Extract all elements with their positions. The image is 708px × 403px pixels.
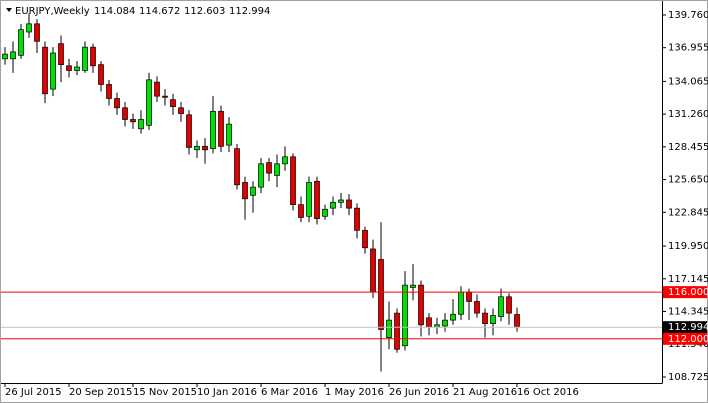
candle-body <box>418 284 424 326</box>
candle-body <box>66 65 72 71</box>
candle-body <box>330 201 336 209</box>
y-tick-label: 122.845 <box>668 207 708 218</box>
candle-body <box>394 312 400 350</box>
candle-body <box>274 163 280 176</box>
level-label-box <box>663 332 707 345</box>
chart-title: EURJPY,Weekly <box>15 6 90 17</box>
candle-body <box>58 43 64 66</box>
y-tick-label: 117.145 <box>668 274 708 285</box>
candle-body <box>474 301 480 314</box>
candle-body <box>314 180 320 219</box>
candle-body <box>74 66 80 71</box>
candle-body <box>378 259 384 330</box>
x-tick-label: 26 Jul 2015 <box>5 387 62 398</box>
candle-body <box>450 313 456 321</box>
candle-body <box>194 145 200 151</box>
candle-body <box>490 315 496 324</box>
candle-body <box>250 186 256 196</box>
y-tick-label: 134.065 <box>668 76 708 87</box>
header-icon <box>6 8 12 12</box>
candle-body <box>458 291 464 315</box>
candle-body <box>410 284 416 288</box>
candle-body <box>266 162 272 174</box>
bid-label: 112.994 <box>668 322 708 333</box>
candle-body <box>442 319 448 327</box>
candle-body <box>98 64 104 85</box>
candle-body <box>50 52 56 90</box>
candle-body <box>42 46 48 95</box>
candle-body <box>466 291 472 302</box>
candle-body <box>146 79 152 126</box>
candle-body <box>130 119 136 123</box>
candle-body <box>18 29 24 56</box>
candle-body <box>34 23 40 42</box>
y-tick-label: 136.955 <box>668 43 708 54</box>
candle-body <box>322 208 328 217</box>
x-tick-label: 6 Mar 2016 <box>261 387 318 398</box>
candle-body <box>186 114 192 148</box>
header-high: 114.672 <box>139 6 180 17</box>
candle-body <box>306 182 312 217</box>
candle-body <box>170 99 176 108</box>
candle-body <box>114 98 120 109</box>
candle-body <box>282 156 288 165</box>
candle-body <box>298 204 304 218</box>
x-tick-label: 26 Jun 2016 <box>389 387 449 398</box>
y-tick-label: 139.760 <box>668 10 708 21</box>
y-tick-label: 125.650 <box>668 175 708 186</box>
candle-body <box>370 248 376 293</box>
candle-body <box>258 163 264 188</box>
x-tick-label: 20 Sep 2015 <box>69 387 132 398</box>
candle-body <box>10 51 16 60</box>
candle-body <box>82 46 88 71</box>
header-low: 112.603 <box>184 6 225 17</box>
x-tick-label: 1 May 2016 <box>325 387 384 398</box>
header: EURJPY,Weekly 114.084 114.672 112.603 11… <box>6 6 270 17</box>
header-close: 112.994 <box>229 6 270 17</box>
level-label: 112.000 <box>668 334 708 345</box>
header-open: 114.084 <box>94 6 135 17</box>
bid-label-box <box>663 321 707 334</box>
candle-body <box>218 110 224 147</box>
candle-body <box>234 148 240 186</box>
candle-body <box>162 95 168 98</box>
candle-body <box>426 317 432 328</box>
candle-body <box>106 84 112 99</box>
candle-body <box>122 107 128 120</box>
candle-body <box>210 110 216 149</box>
candle-body <box>338 199 344 203</box>
candle-body <box>202 145 208 151</box>
y-tick-label: 119.950 <box>668 241 708 252</box>
y-tick-label: 128.455 <box>668 142 708 153</box>
candle-body <box>138 119 144 130</box>
candle-body <box>402 284 408 347</box>
candle-body <box>482 312 488 324</box>
level-label-box <box>663 286 707 299</box>
y-tick-label: 108.725 <box>668 372 708 383</box>
level-label: 116.000 <box>668 287 708 298</box>
candle-body <box>178 107 184 115</box>
candle-body <box>346 199 352 209</box>
candle-body <box>362 229 368 249</box>
candle-body <box>514 314 520 328</box>
candle-body <box>290 156 296 205</box>
x-tick-label: 21 Aug 2016 <box>453 387 517 398</box>
candle-body <box>386 319 392 338</box>
x-tick-label: 15 Nov 2015 <box>133 387 197 398</box>
candle-body <box>154 81 160 97</box>
candle-body <box>26 23 32 33</box>
candle-body <box>498 296 504 317</box>
x-tick-label: 10 Jan 2016 <box>197 387 257 398</box>
candle-body <box>354 207 360 231</box>
candle-body <box>242 182 248 200</box>
y-tick-label: 131.260 <box>668 109 708 120</box>
y-tick-label: 114.345 <box>668 306 708 317</box>
x-tick-label: 16 Oct 2016 <box>517 387 579 398</box>
candle-body <box>226 123 232 146</box>
candle-body <box>90 46 96 67</box>
candle-body <box>2 53 8 60</box>
candle-body <box>506 296 512 314</box>
